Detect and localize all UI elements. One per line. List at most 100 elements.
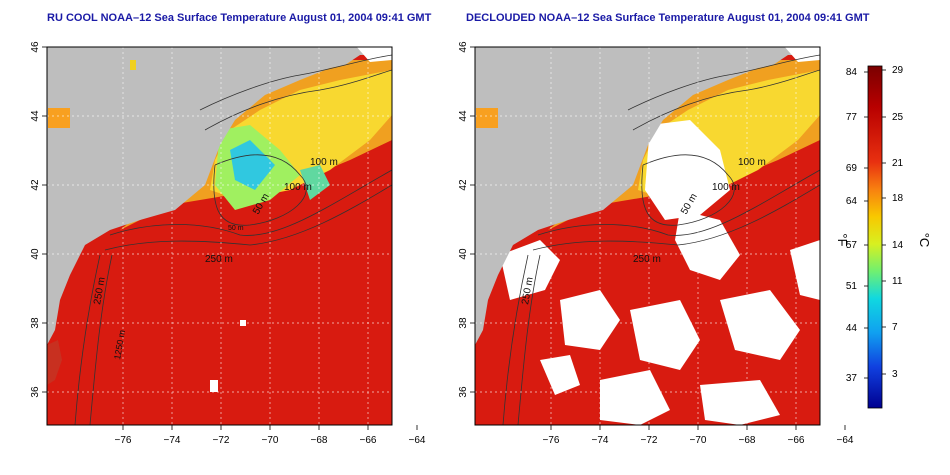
masked-cloud-region [790,240,820,300]
contour-label: 250 m [92,276,108,305]
contour-label: 100 m [310,157,338,168]
fahrenheit-tick-label: 51 [846,281,858,292]
cloud-patch [356,47,392,62]
contour-label: 250 m [205,254,233,265]
contour-line [632,69,820,131]
celsius-tick-label: 3 [892,369,898,380]
fahrenheit-tick-label: 77 [846,112,858,123]
contour-line [532,184,820,251]
cloud-patch [784,47,820,62]
contour-label: 250 m [520,276,536,305]
contour-line [627,54,820,111]
lon-tick-label: −66 [788,435,805,446]
coastal-pixel [130,60,136,70]
lon-tick-label: −64 [837,435,854,446]
lat-tick-label: 42 [458,179,469,191]
left-map-title: RU COOL NOAA–12 Sea Surface Temperature … [47,12,432,24]
contour-line [537,169,820,236]
land-mass [47,47,392,345]
right-axes: −76 −74 −72 −70 −68 −66 −64 46 44 42 40 38 36 [458,41,854,446]
cool-patch [300,165,330,200]
masked-cloud-region [560,290,620,350]
lon-tick-label: −68 [739,435,756,446]
fahrenheit-tick-label: 37 [846,373,858,384]
fahrenheit-tick-label: 57 [846,240,858,251]
lat-tick-label: 40 [458,248,469,260]
celsius-tick-label: 25 [892,112,904,123]
right-map-title: DECLOUDED NOAA–12 Sea Surface Temperatur… [466,12,870,24]
lat-tick-label: 36 [30,386,41,398]
contour-label: 100 m [738,157,766,168]
fahrenheit-tick-label: 64 [846,196,858,207]
celsius-tick-label: 14 [892,240,904,251]
masked-cloud-region [630,300,700,370]
lon-tick-label: −66 [360,435,377,446]
lon-tick-label: −70 [262,435,279,446]
contour-line [204,69,392,131]
lat-lon-grid [475,47,820,425]
lat-tick-label: 40 [30,248,41,260]
lon-tick-label: −74 [164,435,181,446]
contour-line [502,254,529,425]
lat-tick-label: 44 [30,110,41,122]
fahrenheit-label: °F [835,233,850,246]
masked-cloud-region [675,210,740,280]
lon-tick-label: −76 [543,435,560,446]
chesapeake-region [47,340,62,385]
contour-label: 100 m [284,182,312,193]
lat-tick-label: 36 [458,386,469,398]
lon-tick-label: −68 [311,435,328,446]
contour-line [109,169,392,236]
lat-tick-label: 42 [30,179,41,191]
contour-label: 50 m [228,225,244,232]
lon-tick-label: −72 [213,435,230,446]
contour-line [517,254,541,425]
contour-line [89,254,113,425]
left-map-frame [46,46,393,426]
lat-tick-label: 46 [458,41,469,53]
masked-cloud-region [645,120,730,220]
lon-tick-label: −64 [409,435,426,446]
contour-line [213,154,307,226]
contour-label: 250 m [633,254,661,265]
masked-cloud-region [500,240,560,300]
right-contour-labels: 100 m 100 m 50 m 250 m 250 m [520,157,766,306]
colorbar-gradient [867,65,883,409]
cape-cod-area [48,108,70,128]
cold-upwelling-cyan [230,140,275,190]
right-map-frame [474,46,821,426]
contour-label: 100 m [712,182,740,193]
fahrenheit-tick-label: 44 [846,323,858,334]
lon-tick-label: −76 [115,435,132,446]
lat-tick-label: 38 [30,317,41,329]
celsius-tick-label: 29 [892,65,904,76]
colorbar: 84 77 69 64 57 51 44 37 29 25 21 18 14 11 7 3 °F °C [835,65,932,409]
contour-line [199,54,392,111]
lat-tick-label: 46 [30,41,41,53]
celsius-tick-label: 11 [892,276,903,287]
masked-cloud-region [600,370,670,425]
celsius-tick-label: 18 [892,193,904,204]
celsius-tick-label: 21 [892,158,904,169]
left-axes: −76 −74 −72 −70 −68 −66 −64 46 44 42 40 38 36 [30,41,426,446]
cloud-pixel [210,380,218,392]
masked-cloud-region [700,380,780,425]
lat-tick-label: 44 [458,110,469,122]
fahrenheit-tick-label: 69 [846,163,858,174]
masked-cloud-region [720,290,800,360]
lon-tick-label: −70 [690,435,707,446]
celsius-label: °C [917,233,932,248]
lon-tick-label: −72 [641,435,658,446]
lat-lon-grid [47,47,392,425]
cape-cod-area [476,108,498,128]
celsius-tick-label: 7 [892,322,898,333]
lon-tick-label: −74 [592,435,609,446]
masked-cloud-region [540,355,580,395]
left-sst-map: 100 m 100 m 50 m 250 m 250 m 50 m 1250 m [46,46,393,426]
contour-line [641,154,735,226]
right-sst-map: 100 m 100 m 50 m 250 m 250 m [474,46,821,426]
lat-tick-label: 38 [458,317,469,329]
land-mass [475,47,820,345]
contour-line [74,254,101,425]
